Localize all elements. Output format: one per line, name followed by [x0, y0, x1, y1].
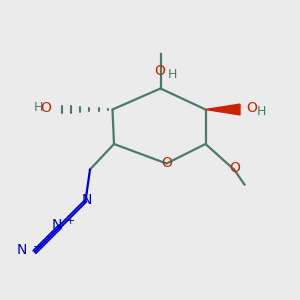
Text: O: O: [230, 161, 240, 175]
Polygon shape: [206, 104, 240, 115]
Text: H: H: [256, 105, 266, 119]
Text: H: H: [34, 100, 44, 114]
Text: H: H: [168, 68, 177, 80]
Text: O: O: [41, 101, 52, 115]
Text: N: N: [16, 244, 27, 257]
Text: O: O: [246, 101, 257, 115]
Text: O: O: [154, 64, 165, 78]
Text: O: O: [161, 156, 172, 170]
Text: N: N: [82, 193, 92, 206]
Text: +: +: [66, 216, 75, 226]
Text: −: −: [33, 242, 42, 252]
Text: N: N: [52, 218, 62, 232]
